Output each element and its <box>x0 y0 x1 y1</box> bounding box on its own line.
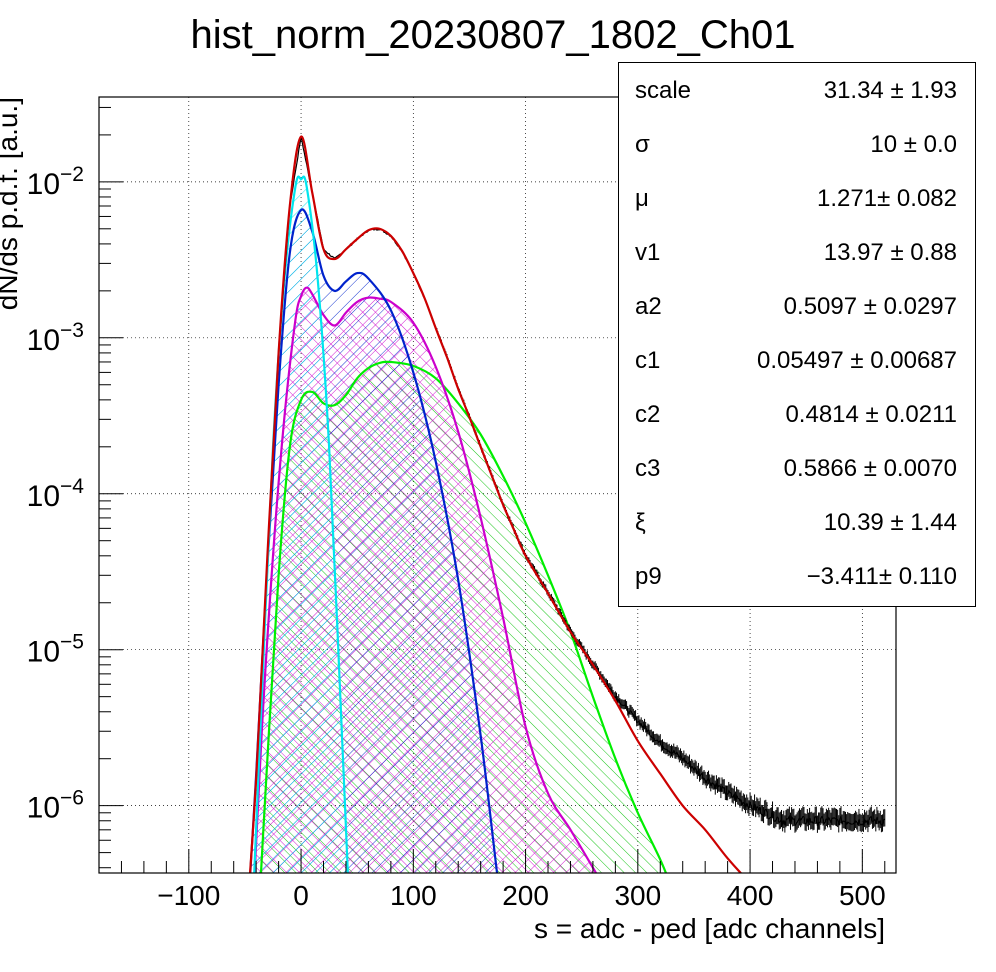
y-axis-ticks: 10−6 10−5 10−4 10−3 10−2 <box>27 106 123 869</box>
stat-row: a2 0.5097 ± 0.0297 <box>619 279 975 333</box>
green-component-curve <box>259 360 668 873</box>
stat-name: μ <box>635 185 649 212</box>
stat-name: scale <box>635 77 692 104</box>
stat-value: 10 ± 0.0 <box>870 131 957 158</box>
stat-value: 0.05497 ± 0.00687 <box>756 347 957 374</box>
x-axis-ticks: −100 0 100 200 300 400 500 <box>98 849 886 911</box>
stat-row: p9 −3.411± 0.110 <box>619 549 975 603</box>
stat-value: 13.97 ± 0.88 <box>823 239 957 266</box>
stat-row: c2 0.4814 ± 0.0211 <box>619 387 975 441</box>
y-tick-label: 10−2 <box>27 163 84 201</box>
chart-title: hist_norm_20230807_1802_Ch01 <box>191 13 796 57</box>
series-lines <box>249 135 886 873</box>
x-axis-label: s = adc - ped [adc channels] <box>534 913 885 944</box>
x-tick-label: 100 <box>390 880 437 911</box>
stat-row: μ 1.271± 0.082 <box>619 171 975 225</box>
stat-value: 1.271± 0.082 <box>817 185 957 212</box>
stat-name: σ <box>635 131 650 158</box>
stat-value: 0.5097 ± 0.0297 <box>783 293 957 320</box>
stat-row: scale 31.34 ± 1.93 <box>619 63 975 117</box>
x-tick-label: 500 <box>839 880 886 911</box>
stat-value: 31.34 ± 1.93 <box>823 77 957 104</box>
stat-row: c1 0.05497 ± 0.00687 <box>619 333 975 387</box>
stat-value: 0.4814 ± 0.0211 <box>785 401 957 428</box>
total-fit-curve <box>249 135 743 873</box>
y-axis-label: dN/ds p.d.f. [a.u.] <box>0 97 23 310</box>
y-tick-label: 10−3 <box>27 319 84 357</box>
stat-row: v1 13.97 ± 0.88 <box>619 225 975 279</box>
stat-value: 10.39 ± 1.44 <box>823 509 957 536</box>
y-tick-label: 10−6 <box>27 787 84 825</box>
fit-stats-box: scale 31.34 ± 1.93 σ 10 ± 0.0 μ 1.271± 0.082 v… <box>618 62 976 607</box>
stat-name: v1 <box>635 239 661 266</box>
stat-name: p9 <box>635 563 662 590</box>
stat-value: −3.411± 0.110 <box>806 563 957 590</box>
x-tick-label: −100 <box>157 880 220 911</box>
x-tick-label: 300 <box>614 880 661 911</box>
x-tick-label: 0 <box>293 880 309 911</box>
stat-name: c1 <box>635 347 661 374</box>
stat-row: σ 10 ± 0.0 <box>619 117 975 171</box>
stat-name: a2 <box>635 293 662 320</box>
x-tick-label: 200 <box>502 880 549 911</box>
stat-name: c2 <box>635 401 661 428</box>
stat-value: 0.5866 ± 0.0070 <box>783 455 957 482</box>
component-fills <box>250 176 666 873</box>
stat-name: c3 <box>635 455 661 482</box>
stat-row: ξ 10.39 ± 1.44 <box>619 495 975 549</box>
y-tick-label: 10−4 <box>27 475 85 513</box>
x-tick-label: 400 <box>727 880 774 911</box>
stat-row: c3 0.5866 ± 0.0070 <box>619 441 975 495</box>
stat-name: ξ <box>635 509 646 536</box>
cyan-component-fill <box>254 176 348 873</box>
magenta-component-curve <box>253 286 598 873</box>
y-tick-label: 10−5 <box>27 631 84 669</box>
